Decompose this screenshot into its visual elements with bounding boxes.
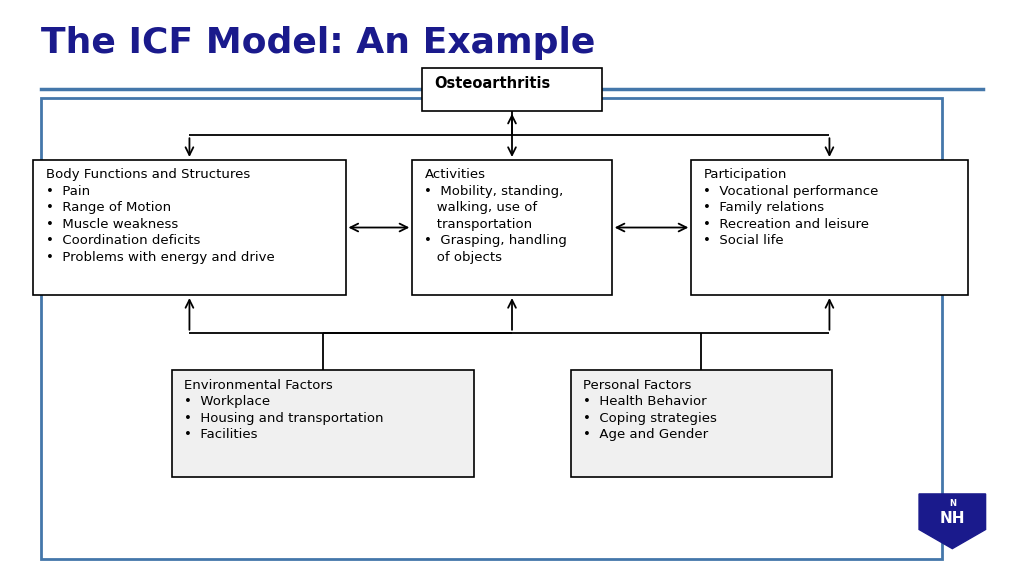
- Text: Body Functions and Structures
•  Pain
•  Range of Motion
•  Muscle weakness
•  C: Body Functions and Structures • Pain • R…: [45, 169, 274, 264]
- Text: Participation
•  Vocational performance
•  Family relations
•  Recreation and le: Participation • Vocational performance •…: [703, 169, 879, 248]
- FancyBboxPatch shape: [422, 68, 601, 111]
- FancyBboxPatch shape: [33, 160, 346, 295]
- FancyBboxPatch shape: [412, 160, 611, 295]
- Text: Environmental Factors
•  Workplace
•  Housing and transportation
•  Facilities: Environmental Factors • Workplace • Hous…: [184, 379, 383, 441]
- Text: Osteoarthritis: Osteoarthritis: [434, 77, 551, 92]
- Polygon shape: [920, 494, 985, 548]
- Text: Activities
•  Mobility, standing,
   walking, use of
   transportation
•  Graspi: Activities • Mobility, standing, walking…: [424, 169, 567, 264]
- Text: N: N: [949, 499, 955, 508]
- Text: Personal Factors
•  Health Behavior
•  Coping strategies
•  Age and Gender: Personal Factors • Health Behavior • Cop…: [584, 379, 717, 441]
- Text: The ICF Model: An Example: The ICF Model: An Example: [41, 26, 595, 60]
- FancyBboxPatch shape: [571, 370, 833, 477]
- FancyBboxPatch shape: [172, 370, 473, 477]
- Text: NH: NH: [940, 511, 965, 526]
- FancyBboxPatch shape: [691, 160, 968, 295]
